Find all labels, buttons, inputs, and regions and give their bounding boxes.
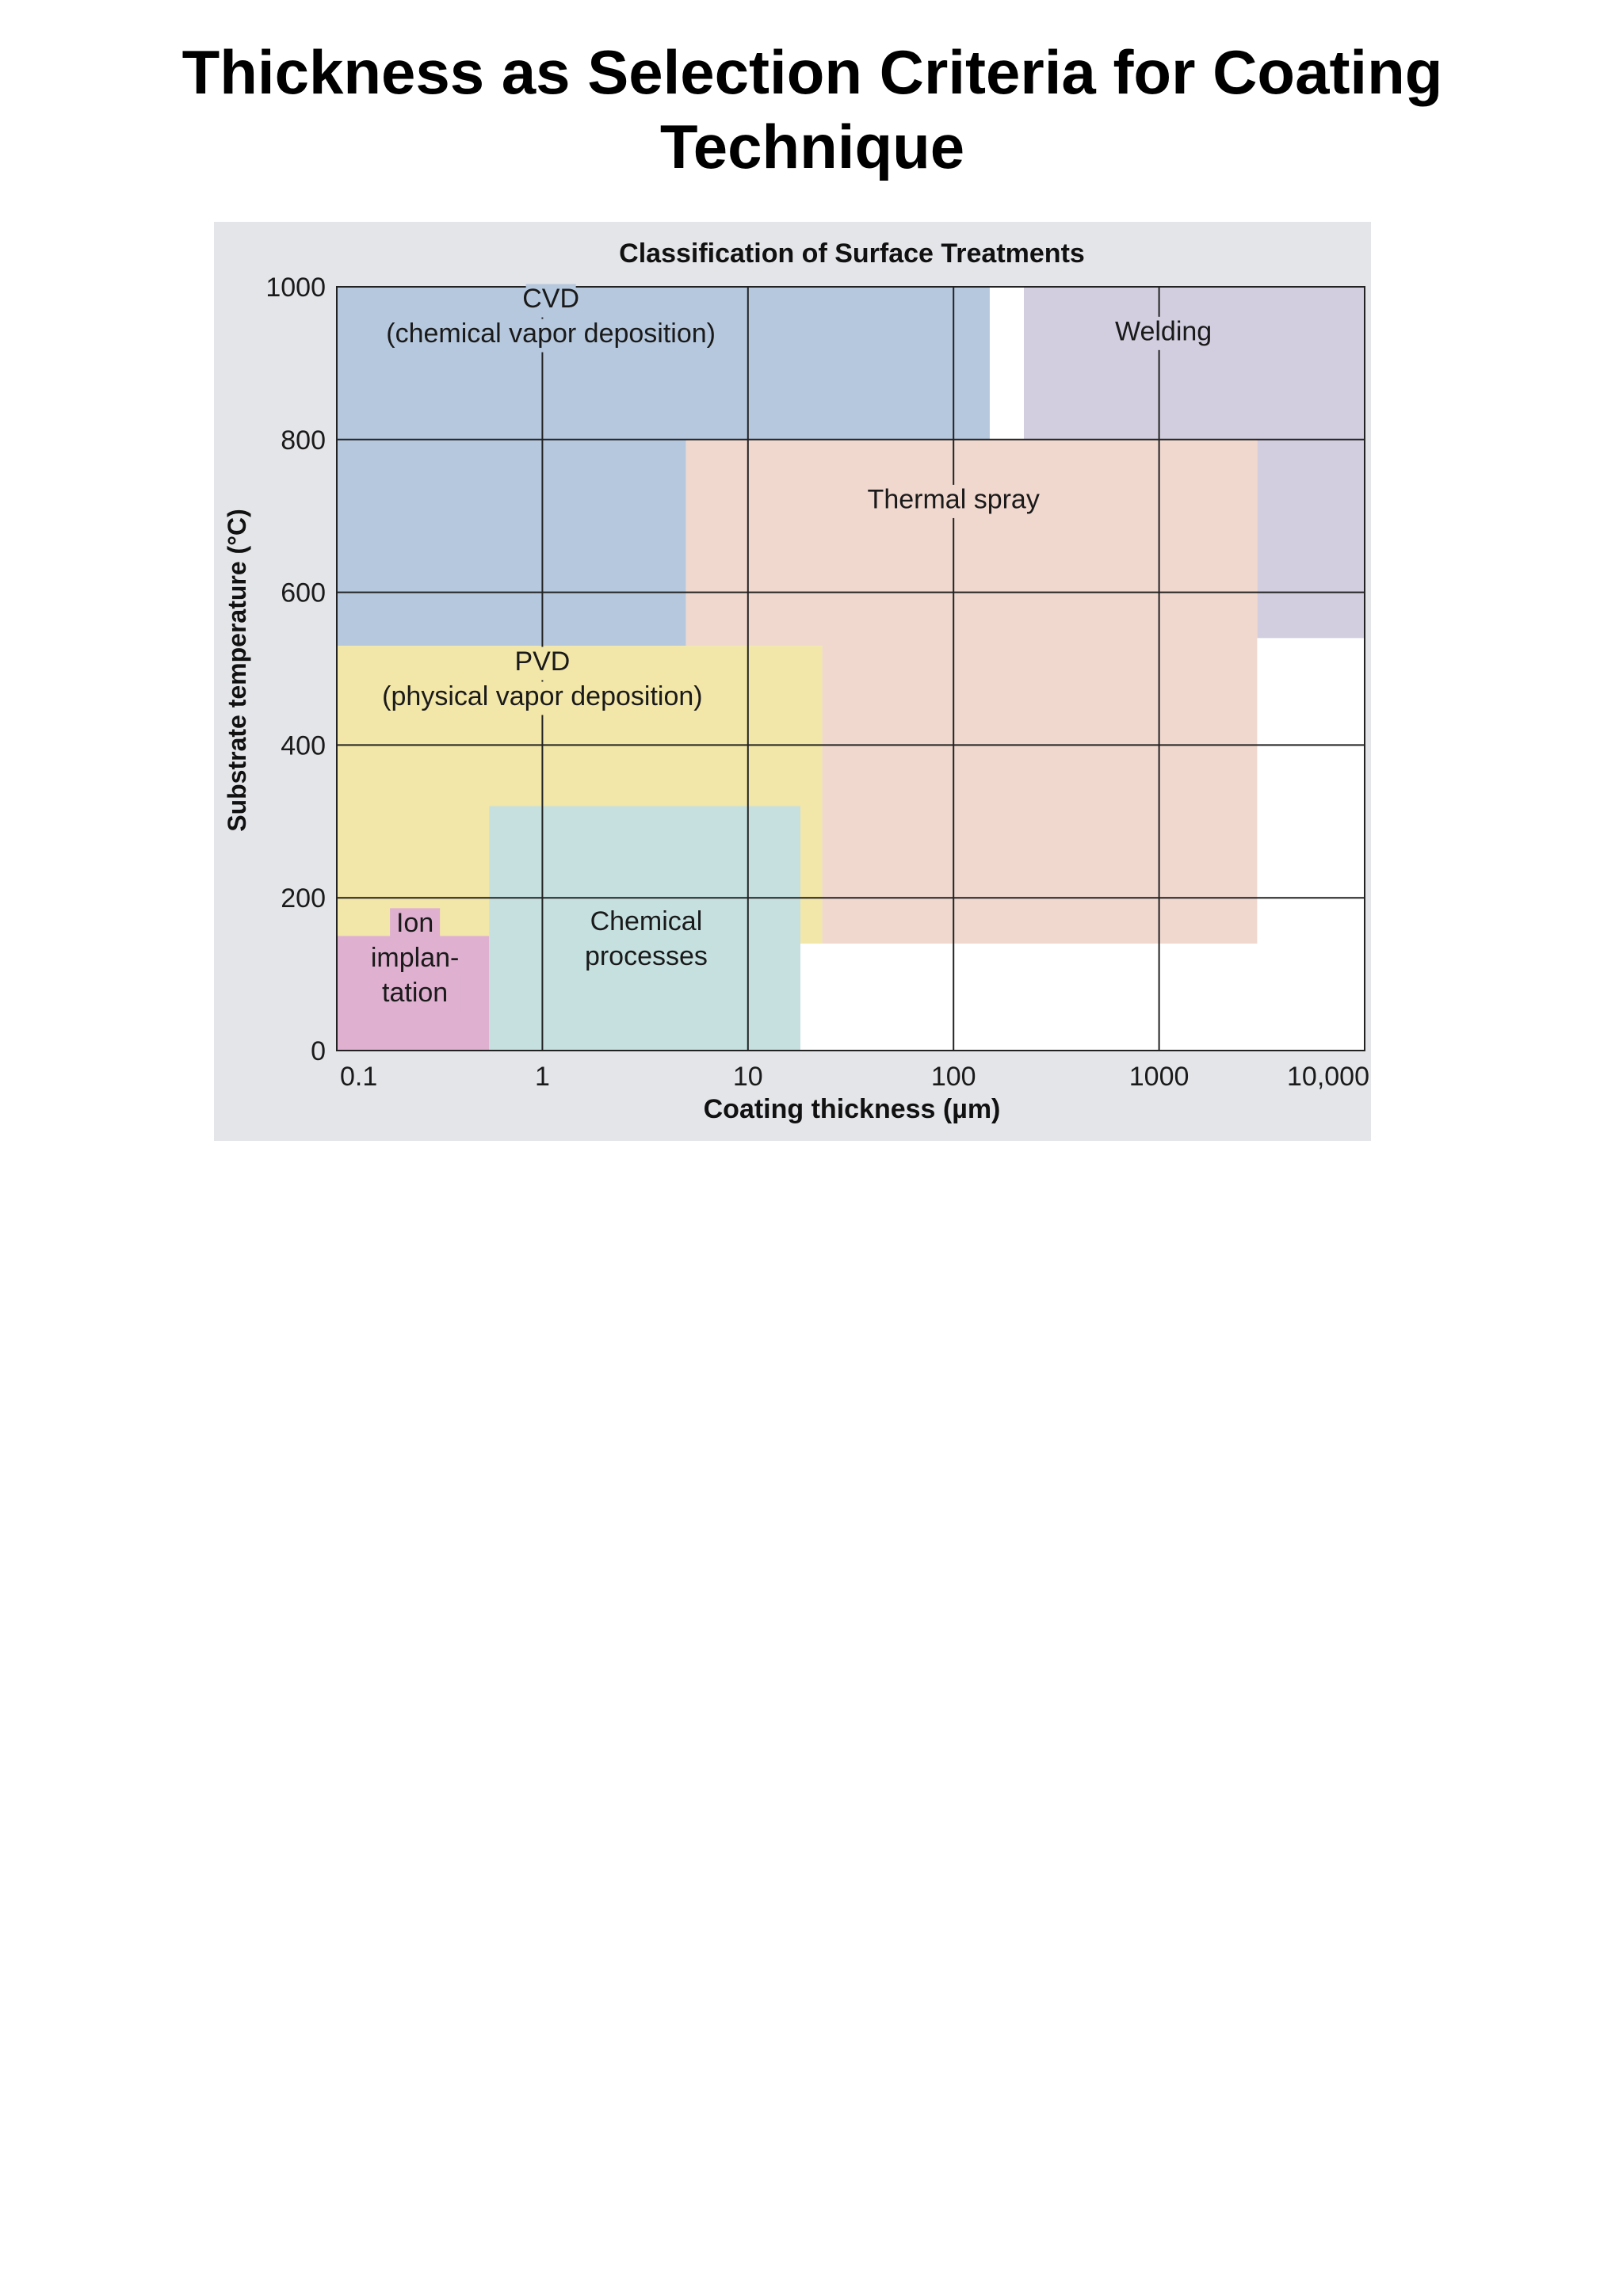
plot-frame [336, 286, 1365, 1051]
y-tick-label: 800 [281, 425, 326, 456]
chart-title: Classification of Surface Treatments [619, 238, 1085, 269]
x-axis-label: Coating thickness (µm) [704, 1094, 1001, 1124]
region-label-bg [357, 318, 744, 353]
region-welding [1024, 287, 1365, 639]
region-label-bg [390, 908, 441, 942]
x-tick-label: 1 [535, 1062, 550, 1092]
y-axis-label: Substrate temperature (°C) [223, 509, 251, 832]
region-label-bg [525, 284, 576, 318]
region-cvd [337, 287, 990, 646]
region-label-cvd: CVD (chemical vapor deposition) [357, 284, 744, 353]
x-tick-label: 10 [733, 1062, 763, 1092]
region-layer [337, 287, 1365, 1051]
x-tick-label: 1000 [1129, 1062, 1190, 1092]
region-label-bg [586, 906, 707, 940]
region-label-bg [361, 943, 468, 977]
region-label-layer: CVD (chemical vapor deposition) Welding The… [349, 284, 1216, 1012]
region-label-line: (chemical vapor deposition) [386, 318, 716, 349]
region-thermal-spray [685, 439, 1258, 944]
region-label-bg [349, 681, 736, 715]
region-label-bg [858, 484, 1049, 518]
x-tick-label: 100 [931, 1062, 976, 1092]
chart-figure: CVD (chemical vapor deposition) Welding The… [214, 222, 1371, 1141]
grid-layer [336, 286, 1365, 1051]
region-label-line: (physical vapor deposition) [382, 681, 702, 711]
y-tick-label: 600 [281, 578, 326, 608]
tick-label-layer: 0.1 1 10 100 1000 10,000 0 200 400 600 800 1000 [265, 273, 1369, 1092]
region-label-line: CVD [522, 284, 579, 314]
region-label-line: Ion [396, 908, 433, 938]
region-label-welding: Welding [1110, 317, 1216, 350]
region-label-bg [369, 978, 461, 1012]
region-label-bg [579, 941, 713, 975]
region-label-line: implan- [371, 943, 459, 973]
region-label-bg [1110, 316, 1216, 350]
y-tick-label: 0 [311, 1036, 326, 1066]
region-pvd [337, 646, 823, 944]
region-label-line: processes [585, 941, 708, 971]
region-label-line: PVD [514, 646, 570, 677]
page-title: Thickness as Selection Criteria for Coat… [181, 37, 1443, 181]
region-label-line: Thermal spray [868, 485, 1040, 515]
region-label-line: Chemical [590, 906, 703, 936]
y-tick-label: 200 [281, 883, 326, 913]
region-label-pvd: PVD (physical vapor deposition) [349, 646, 736, 715]
region-label-thermal-spray: Thermal spray [858, 484, 1049, 518]
chart-svg: CVD (chemical vapor deposition) Welding The… [214, 222, 1371, 1141]
y-tick-label: 1000 [265, 273, 326, 303]
region-label-ion: Ion implan-tation [361, 908, 468, 1012]
region-label-bg [517, 646, 567, 681]
region-label-line: Welding [1115, 317, 1212, 347]
x-tick-label: 0.1 [340, 1062, 377, 1092]
x-tick-label: 10,000 [1287, 1062, 1369, 1092]
region-label-chemical: Chemical processes [579, 906, 713, 975]
y-tick-label: 400 [281, 730, 326, 761]
region-label-line: tation [382, 978, 448, 1008]
